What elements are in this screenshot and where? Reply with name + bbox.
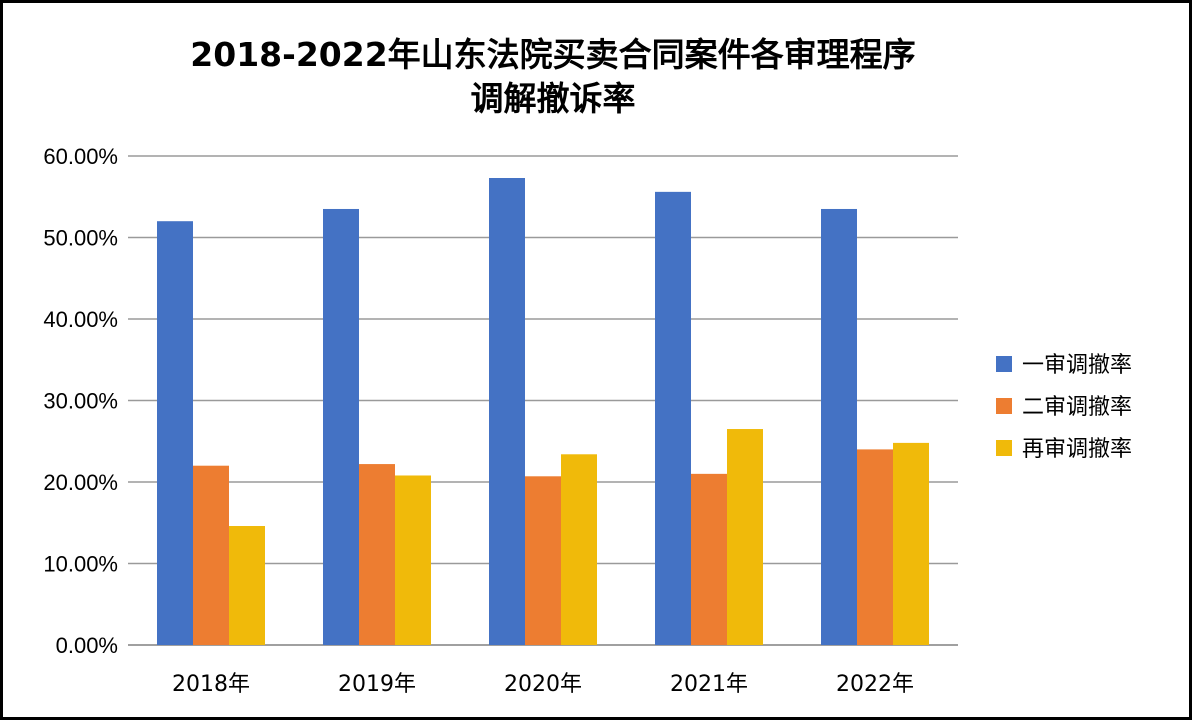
legend-swatch xyxy=(996,440,1012,456)
bar-3-4 xyxy=(727,429,763,645)
bar-3-3 xyxy=(561,454,597,645)
y-tick-label: 40.00% xyxy=(43,307,118,332)
bar-2-2 xyxy=(359,464,395,645)
bar-3-5 xyxy=(893,442,929,645)
chart-title: 2018-2022年山东法院买卖合同案件各审理程序 调解撤诉率 xyxy=(3,33,1103,121)
bar-1-2 xyxy=(323,208,359,645)
y-tick-label: 10.00% xyxy=(43,552,118,577)
legend-swatch xyxy=(996,356,1012,372)
bar-3-1 xyxy=(229,526,265,645)
chart-title-line-2: 调解撤诉率 xyxy=(470,79,636,118)
x-tick-label: 2020年 xyxy=(504,672,582,697)
bar-2-1 xyxy=(193,465,229,645)
x-tick-label: 2022年 xyxy=(836,672,914,697)
bar-1-4 xyxy=(655,191,691,646)
bar-3-2 xyxy=(395,475,431,645)
y-tick-label: 30.00% xyxy=(43,389,118,414)
x-tick-label: 2018年 xyxy=(172,672,250,697)
x-tick-label: 2019年 xyxy=(338,672,416,697)
chart-title-line-1: 2018-2022年山东法院买卖合同案件各审理程序 xyxy=(190,35,916,74)
bar-2-3 xyxy=(525,476,561,645)
x-tick-label: 2021年 xyxy=(670,672,748,697)
y-tick-label: 0.00% xyxy=(56,633,118,658)
legend-label: 二审调撤率 xyxy=(1022,395,1132,420)
legend-label: 再审调撤率 xyxy=(1022,437,1132,462)
legend-swatch xyxy=(996,398,1012,414)
y-tick-label: 20.00% xyxy=(43,470,118,495)
y-tick-label: 50.00% xyxy=(43,226,118,251)
bar-2-5 xyxy=(857,449,893,645)
bar-2-4 xyxy=(691,473,727,645)
bar-1-5 xyxy=(821,208,857,645)
bar-1-3 xyxy=(489,178,525,645)
legend-label: 一审调撤率 xyxy=(1022,353,1132,378)
y-tick-label: 60.00% xyxy=(43,144,118,169)
bar-1-1 xyxy=(157,221,193,645)
